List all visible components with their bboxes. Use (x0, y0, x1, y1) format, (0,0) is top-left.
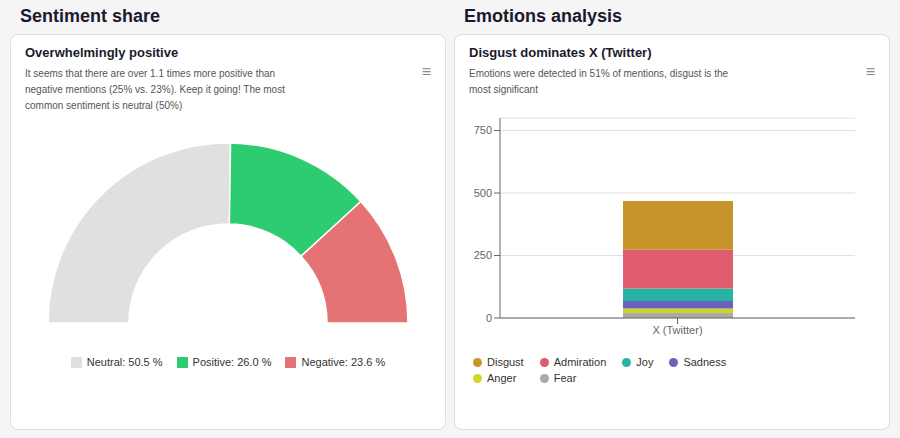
html-text:It seems that there are over 1: It seems that there are over 1.1 times m… (25, 68, 285, 111)
html-text:Anger: Anger (487, 372, 517, 384)
svg-text:X (Twitter): X (Twitter) (652, 324, 702, 336)
html-text:Sentiment share: Sentiment share (20, 6, 160, 26)
html-text:Emotions were detected in 51%: Emotions were detected in 51% of mention… (469, 68, 728, 95)
html-text:Disgust: Disgust (487, 356, 524, 368)
html-text:Emotions analysis: Emotions analysis (464, 6, 623, 26)
html-text:Fear: Fear (553, 372, 577, 384)
html-text:Sadness: Sadness (683, 356, 727, 368)
svg-text:0: 0 (486, 312, 492, 324)
svg-text:750: 750 (474, 124, 492, 136)
html-text:Disgust dominates X (Twitter): Disgust dominates X (Twitter) (469, 45, 652, 60)
svg-text:500: 500 (474, 187, 492, 199)
html-text:Neutral: 50.5 %: Neutral: 50.5 % (86, 356, 163, 368)
svg-text:250: 250 (474, 249, 492, 261)
html-text:Negative: 23.6 %: Negative: 23.6 % (301, 356, 386, 368)
html-text:Joy: Joy (636, 356, 654, 368)
html-text:Admiration: Admiration (553, 356, 607, 368)
html-text:Overwhelmingly positive: Overwhelmingly positive (25, 45, 179, 60)
html-text:Positive: 26.0 %: Positive: 26.0 % (192, 356, 272, 368)
